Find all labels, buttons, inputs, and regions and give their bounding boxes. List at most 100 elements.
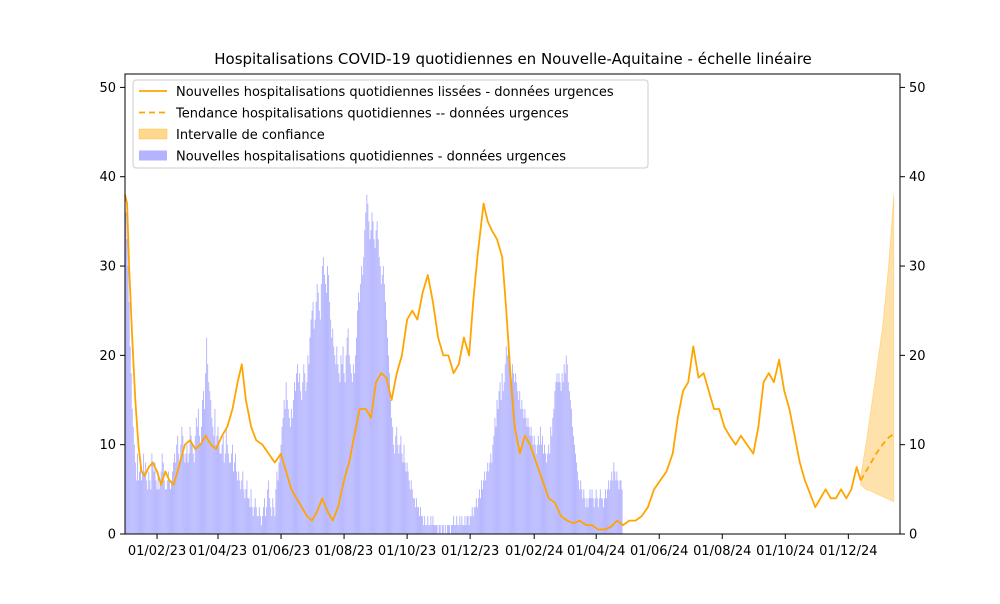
bar xyxy=(275,489,277,534)
bar xyxy=(521,400,523,534)
bar xyxy=(407,471,409,534)
bar xyxy=(198,435,200,534)
bar xyxy=(406,462,408,534)
bar xyxy=(277,480,279,534)
bar xyxy=(518,400,520,534)
bar xyxy=(588,498,590,534)
bar xyxy=(560,391,562,534)
bar xyxy=(210,400,212,534)
bar xyxy=(343,373,345,534)
bar xyxy=(334,355,336,534)
bar xyxy=(409,489,411,534)
bar xyxy=(606,498,607,534)
bar xyxy=(551,435,553,534)
bar xyxy=(272,498,274,534)
bar xyxy=(264,498,265,534)
confidence-band xyxy=(860,194,895,503)
bar xyxy=(502,391,504,534)
bar xyxy=(418,507,419,534)
bar xyxy=(478,489,480,534)
bar xyxy=(370,230,372,534)
bar xyxy=(287,408,289,534)
bar xyxy=(348,355,350,534)
bar xyxy=(382,266,384,534)
bar xyxy=(512,364,513,534)
bar xyxy=(366,194,368,534)
bar xyxy=(327,266,328,534)
bar xyxy=(309,337,311,534)
bar xyxy=(484,471,486,534)
bar xyxy=(151,453,153,534)
bar xyxy=(260,525,262,534)
bar xyxy=(322,257,324,534)
bar xyxy=(213,435,215,534)
bar xyxy=(579,489,581,534)
bar xyxy=(145,462,147,534)
bar xyxy=(567,382,569,534)
bar xyxy=(487,462,489,534)
bar xyxy=(317,292,319,534)
bar xyxy=(333,346,335,534)
bar xyxy=(498,391,500,534)
bar xyxy=(128,301,130,534)
bar xyxy=(216,435,218,534)
bar xyxy=(399,444,401,534)
bar xyxy=(301,400,303,534)
bar xyxy=(554,391,556,534)
bar xyxy=(566,364,568,534)
bar xyxy=(372,221,374,534)
bar xyxy=(220,453,222,534)
bar xyxy=(400,435,402,534)
bar xyxy=(356,337,357,534)
bar xyxy=(524,408,526,534)
bars-layer xyxy=(124,176,623,535)
bar xyxy=(398,453,400,534)
bar xyxy=(191,444,193,534)
bar xyxy=(222,435,224,534)
bar xyxy=(553,408,555,534)
bar xyxy=(302,382,304,534)
bar xyxy=(167,471,169,534)
bar xyxy=(192,453,194,534)
bar xyxy=(339,382,341,534)
bar xyxy=(441,525,443,534)
bar xyxy=(148,471,150,534)
bar xyxy=(164,489,166,534)
bar xyxy=(556,373,558,534)
bar xyxy=(340,355,342,534)
bar xyxy=(616,471,618,534)
x-tick-label: 01/10/24 xyxy=(756,544,814,559)
bar xyxy=(465,525,467,534)
bar xyxy=(550,426,552,534)
bar xyxy=(377,239,379,535)
bar xyxy=(199,444,201,534)
bar xyxy=(227,453,229,534)
bar xyxy=(255,507,257,534)
bar xyxy=(462,525,464,534)
bar xyxy=(456,516,458,534)
bar xyxy=(209,391,211,534)
bar xyxy=(196,426,198,534)
bar xyxy=(419,516,420,534)
bar xyxy=(514,382,516,534)
bar xyxy=(352,364,354,534)
bar xyxy=(269,498,271,534)
bar xyxy=(239,480,241,534)
bar xyxy=(595,489,597,534)
bar xyxy=(197,408,199,534)
bar xyxy=(424,516,426,534)
bar xyxy=(152,462,154,534)
bar xyxy=(176,444,178,534)
bar xyxy=(284,408,286,534)
bar xyxy=(328,274,330,534)
bar xyxy=(621,489,623,534)
bar xyxy=(562,382,564,534)
bar xyxy=(427,516,429,534)
y-tick-label-right: 30 xyxy=(909,260,926,275)
bar xyxy=(282,417,284,534)
bar xyxy=(289,426,291,534)
bar xyxy=(341,364,343,534)
bar xyxy=(620,480,622,534)
bar xyxy=(325,283,326,534)
